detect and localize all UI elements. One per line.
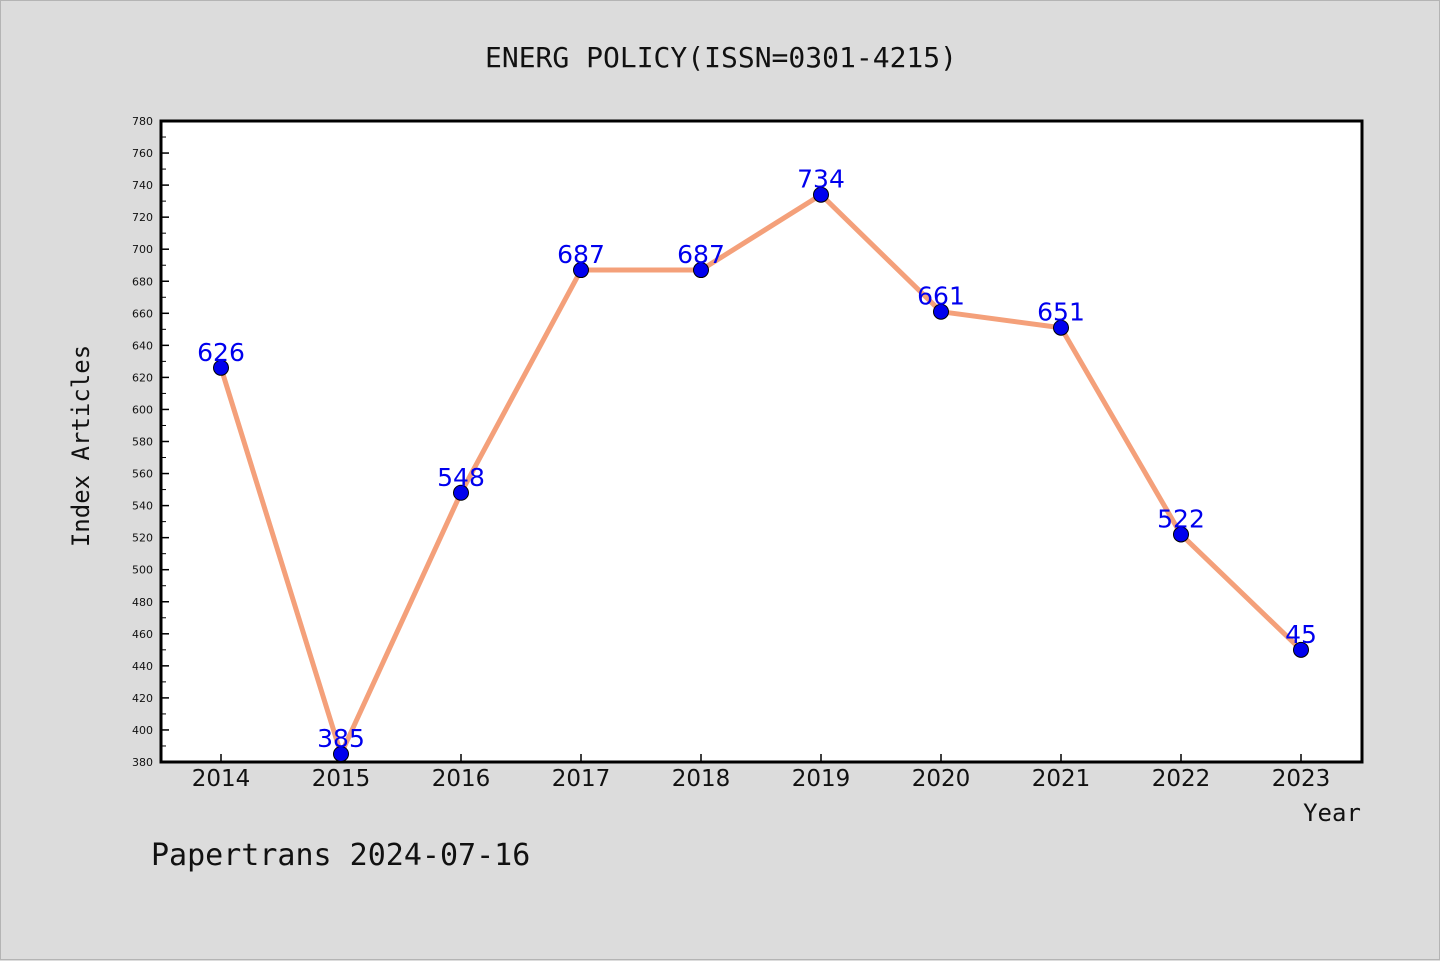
data-label-group: 626 385 548 687 687 734 661 651 522 45 xyxy=(197,165,1317,753)
series-line xyxy=(218,192,1304,757)
y-tick-label: 580 xyxy=(132,436,153,449)
data-label: 687 xyxy=(677,240,725,269)
data-label: 661 xyxy=(917,282,965,311)
data-label: 548 xyxy=(437,463,485,492)
y-tick-label: 420 xyxy=(132,692,153,705)
x-axis-title: Year xyxy=(1303,799,1361,827)
y-tick-label: 520 xyxy=(132,532,153,545)
y-axis: 380 400 420 440 460 480 500 520 540 560 580 600 620 6… xyxy=(132,115,169,769)
x-tick-label: 2019 xyxy=(792,766,851,792)
data-label: 734 xyxy=(797,165,845,194)
marker-group xyxy=(213,186,1309,762)
footer-text: Papertrans 2024-07-16 xyxy=(151,838,530,873)
y-tick-label: 660 xyxy=(132,307,153,320)
y-tick-label: 620 xyxy=(132,371,153,384)
x-tick-label: 2023 xyxy=(1272,766,1331,792)
y-tick-label: 720 xyxy=(132,211,153,224)
y-tick-label: 500 xyxy=(132,564,153,577)
data-point-marker xyxy=(1053,319,1069,336)
y-tick-label: 780 xyxy=(132,115,153,128)
data-point-marker xyxy=(813,186,829,203)
chart-title: ENERG POLICY(ISSN=0301-4215) xyxy=(485,41,957,74)
x-tick-label: 2018 xyxy=(672,766,731,792)
x-tick-label: 2022 xyxy=(1152,766,1211,792)
series-line-group xyxy=(218,192,1304,757)
y-tick-label: 380 xyxy=(132,756,153,769)
data-label: 651 xyxy=(1037,298,1085,327)
y-axis-title: Index Articles xyxy=(67,345,95,547)
y-tick-label: 700 xyxy=(132,243,153,256)
y-tick-label: 560 xyxy=(132,468,153,481)
data-label: 385 xyxy=(317,724,365,753)
y-tick-label: 400 xyxy=(132,724,153,737)
y-tick-label: 480 xyxy=(132,596,153,609)
data-label: 687 xyxy=(557,240,605,269)
x-tick-label: 2015 xyxy=(312,766,371,792)
data-point-marker xyxy=(1173,526,1189,543)
y-tick-label: 440 xyxy=(132,660,153,673)
data-point-marker xyxy=(693,262,709,279)
data-point-marker xyxy=(213,359,229,376)
data-point-marker xyxy=(333,745,349,762)
x-axis: 2014 2015 2016 2017 2018 2019 2020 2021 2022 2023 xyxy=(192,754,1331,792)
x-tick-label: 2016 xyxy=(432,766,491,792)
data-label: 626 xyxy=(197,338,245,367)
x-tick-label: 2017 xyxy=(552,766,611,792)
y-tick-label: 460 xyxy=(132,628,153,641)
x-tick-label: 2021 xyxy=(1032,766,1091,792)
plot-area xyxy=(159,119,1364,764)
data-label: 522 xyxy=(1157,504,1205,533)
y-tick-label: 680 xyxy=(132,275,153,288)
x-tick-label: 2014 xyxy=(192,766,251,792)
y-tick-label: 740 xyxy=(132,179,153,192)
x-tick-label: 2020 xyxy=(912,766,971,792)
data-label: 45 xyxy=(1285,620,1317,649)
y-tick-label: 640 xyxy=(132,339,153,352)
y-tick-label: 600 xyxy=(132,403,153,416)
data-point-marker xyxy=(453,484,469,501)
y-tick-label: 540 xyxy=(132,500,153,513)
y-tick-label: 760 xyxy=(132,147,153,160)
data-point-marker xyxy=(1293,641,1309,658)
data-point-marker xyxy=(573,262,589,279)
data-point-marker xyxy=(933,303,949,320)
